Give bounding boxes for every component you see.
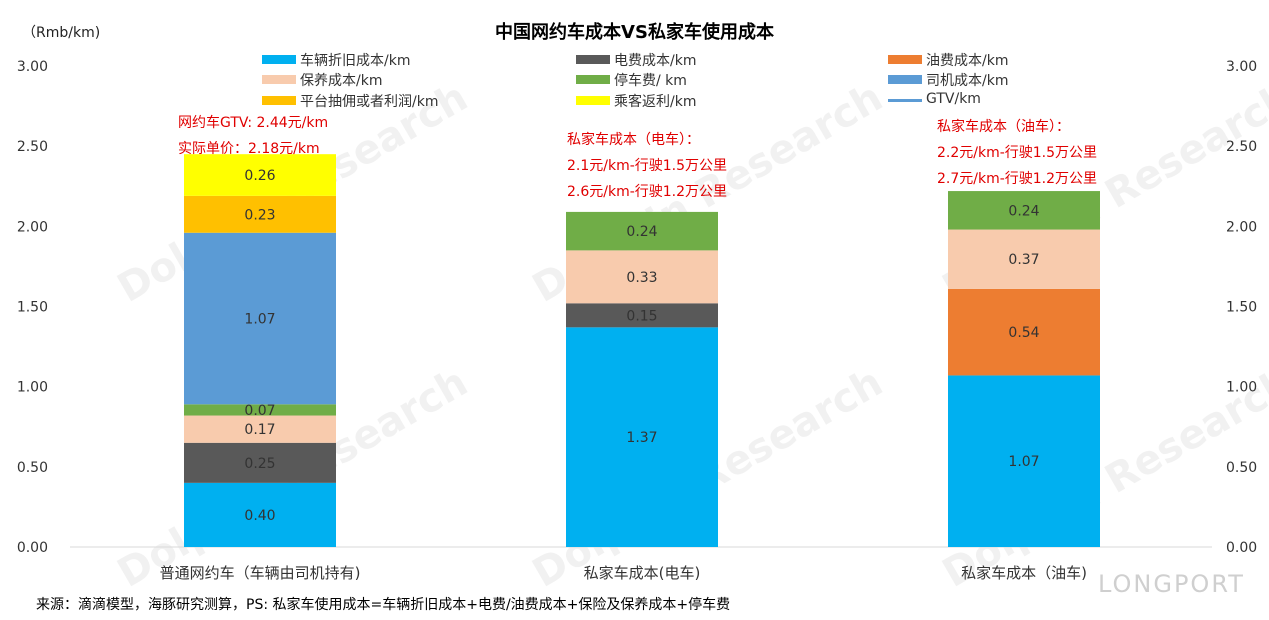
legend-swatch xyxy=(262,96,296,105)
data-label: 1.07 xyxy=(244,312,275,328)
legend-line xyxy=(888,99,922,102)
y-tick-label-left: 2.50 xyxy=(17,139,48,155)
watermark: Dolphin Research xyxy=(934,359,1269,597)
annotation-ev-15k: 2.1元/km-行驶1.5万公里 xyxy=(567,158,728,174)
annotation-ride-hailing-gtv: 网约车GTV: 2.44元/km xyxy=(178,115,329,131)
legend-label: 停车费/ km xyxy=(614,73,687,89)
legend-label: 保养成本/km xyxy=(300,73,383,89)
legend-label: 平台抽佣或者利润/km xyxy=(300,94,439,110)
legend-swatch xyxy=(888,55,922,64)
legend-swatch xyxy=(888,75,922,84)
legend-label: 乘客返利/km xyxy=(614,94,697,110)
y-tick-label-right: 2.00 xyxy=(1226,219,1257,235)
legend-swatch xyxy=(576,55,610,64)
y-tick-label-left: 3.00 xyxy=(17,59,48,75)
bar-segment xyxy=(566,303,718,328)
longport-logo: LONGPORT xyxy=(1098,570,1245,598)
data-label: 0.15 xyxy=(626,308,657,324)
data-label: 0.17 xyxy=(244,422,275,438)
source-footnote: 来源：滴滴模型，海豚研究测算，PS: 私家车使用成本=车辆折旧成本+电费/油费成… xyxy=(36,597,731,613)
y-tick-label-left: 0.50 xyxy=(17,460,48,476)
y-tick-label-right: 3.00 xyxy=(1226,59,1257,75)
data-label: 1.07 xyxy=(1008,454,1039,470)
data-label: 0.54 xyxy=(1008,325,1039,341)
annotation-ev-title: 私家车成本（电车）： xyxy=(567,132,700,148)
y-tick-label-left: 2.00 xyxy=(17,219,48,235)
chart-title: 中国网约车成本VS私家车使用成本 xyxy=(495,22,774,43)
watermark: Dolphin Research xyxy=(524,359,891,597)
y-tick-label-left: 1.50 xyxy=(17,300,48,316)
annotation-ice-15k: 2.2元/km-行驶1.5万公里 xyxy=(937,145,1098,161)
bar-segment xyxy=(184,404,336,416)
legend-label: GTV/km xyxy=(926,91,981,107)
legend-label: 电费成本/km xyxy=(614,53,697,69)
watermark: Dolphin Research xyxy=(934,74,1269,312)
y-tick-label-right: 0.00 xyxy=(1226,540,1257,556)
y-tick-label-left: 0.00 xyxy=(17,540,48,556)
data-label: 0.07 xyxy=(244,403,275,419)
y-tick-label-left: 1.00 xyxy=(17,380,48,396)
legend-label: 司机成本/km xyxy=(926,73,1009,89)
legend-label: 车辆折旧成本/km xyxy=(300,53,411,69)
x-category-label: 私家车成本(电车) xyxy=(584,564,701,582)
legend-label: 油费成本/km xyxy=(926,53,1009,69)
annotation-ev-12k: 2.6元/km-行驶1.2万公里 xyxy=(567,184,728,200)
annotation-ice-title: 私家车成本（油车）： xyxy=(937,119,1070,135)
y-axis-unit-label: （Rmb/km) xyxy=(22,25,101,41)
legend-swatch xyxy=(576,75,610,84)
legend-swatch xyxy=(262,75,296,84)
legend-swatch xyxy=(576,96,610,105)
data-label: 1.37 xyxy=(626,430,657,446)
data-label: 0.33 xyxy=(626,270,657,286)
legend-swatch xyxy=(262,55,296,64)
annotation-ice-12k: 2.7元/km-行驶1.2万公里 xyxy=(937,171,1098,187)
y-tick-label-right: 1.50 xyxy=(1226,300,1257,316)
watermark: Dolphin Research xyxy=(109,359,476,597)
y-tick-label-right: 0.50 xyxy=(1226,460,1257,476)
x-category-label: 普通网约车（车辆由司机持有) xyxy=(160,564,361,582)
annotation-ride-hailing-price: 实际单价：2.18元/km xyxy=(178,141,320,157)
